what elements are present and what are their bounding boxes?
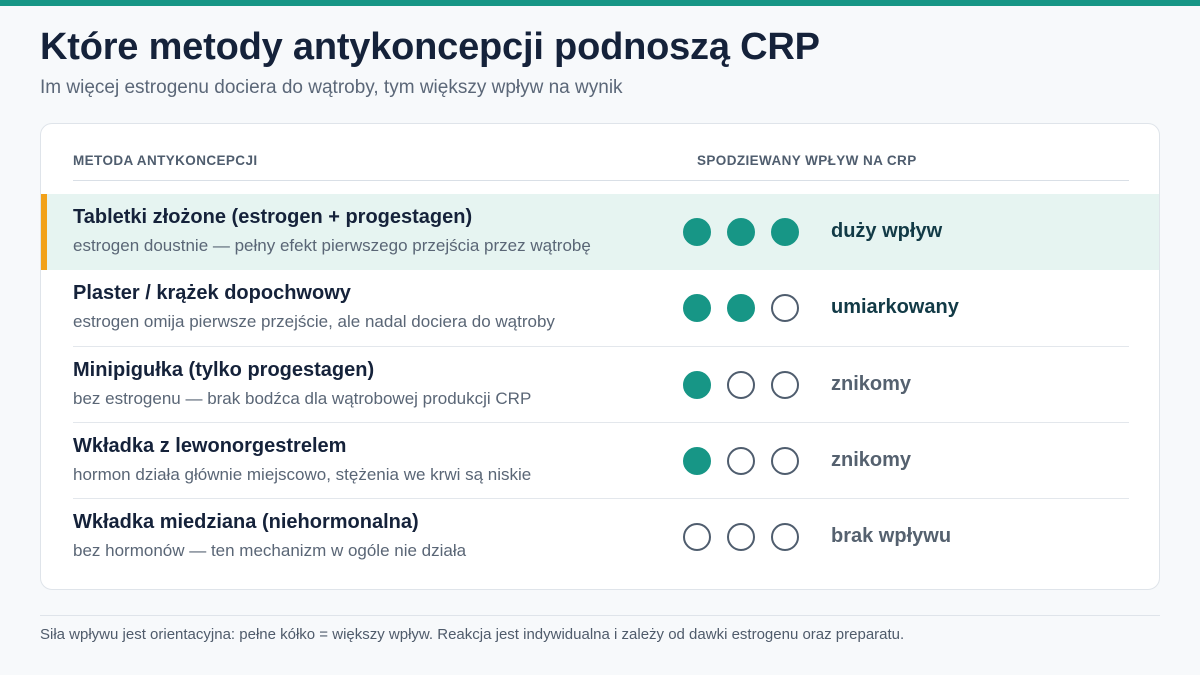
filled-dot-icon <box>683 294 711 322</box>
method-description: estrogen omija pierwsze przejście, ale n… <box>73 312 555 331</box>
impact-rating <box>683 371 799 399</box>
impact-rating <box>683 218 799 246</box>
methods-table-card: METODA ANTYKONCEPCJI SPODZIEWANY WPŁYW N… <box>40 123 1160 590</box>
header-divider <box>73 180 1129 181</box>
empty-dot-icon <box>683 523 711 551</box>
column-header-impact: SPODZIEWANY WPŁYW NA CRP <box>697 153 917 168</box>
page-subtitle: Im więcej estrogenu dociera do wątroby, … <box>40 77 623 98</box>
highlight-marker <box>41 194 47 270</box>
impact-rating <box>683 523 799 551</box>
empty-dot-icon <box>771 523 799 551</box>
table-row: Wkładka z lewonorgestrelem hormon działa… <box>73 422 1129 498</box>
impact-rating <box>683 294 799 322</box>
footnote: Siła wpływu jest orientacyjna: pełne kół… <box>40 626 905 643</box>
page-title: Które metody antykoncepcji podnoszą CRP <box>40 26 820 68</box>
impact-level: duży wpływ <box>831 220 943 242</box>
impact-rating <box>683 447 799 475</box>
filled-dot-icon <box>683 371 711 399</box>
empty-dot-icon <box>771 371 799 399</box>
filled-dot-icon <box>727 218 755 246</box>
table-row: Minipigułka (tylko progestagen) bez estr… <box>73 346 1129 422</box>
method-description: bez hormonów — ten mechanizm w ogóle nie… <box>73 541 467 560</box>
method-name: Tabletki złożone (estrogen + progestagen… <box>73 206 473 228</box>
empty-dot-icon <box>727 371 755 399</box>
impact-level: umiarkowany <box>831 296 959 318</box>
method-name: Plaster / krążek dopochwowy <box>73 282 351 304</box>
empty-dot-icon <box>771 447 799 475</box>
table-row: Tabletki złożone (estrogen + progestagen… <box>41 194 1159 270</box>
method-description: hormon działa głównie miejscowo, stężeni… <box>73 465 532 484</box>
footnote-divider <box>40 615 1160 616</box>
table-row: Wkładka miedziana (niehormonalna) bez ho… <box>73 498 1129 574</box>
method-description: estrogen doustnie — pełny efekt pierwsze… <box>73 236 591 255</box>
table-row: Plaster / krążek dopochwowy estrogen omi… <box>73 270 1129 346</box>
impact-level: znikomy <box>831 449 912 471</box>
empty-dot-icon <box>727 447 755 475</box>
filled-dot-icon <box>683 218 711 246</box>
method-description: bez estrogenu — brak bodźca dla wątrobow… <box>73 389 532 408</box>
impact-level: brak wpływu <box>831 525 952 547</box>
empty-dot-icon <box>727 523 755 551</box>
filled-dot-icon <box>727 294 755 322</box>
column-header-method: METODA ANTYKONCEPCJI <box>73 153 258 168</box>
impact-level: znikomy <box>831 373 912 395</box>
method-name: Wkładka z lewonorgestrelem <box>73 435 347 457</box>
empty-dot-icon <box>771 294 799 322</box>
method-name: Minipigułka (tylko progestagen) <box>73 359 375 381</box>
method-name: Wkładka miedziana (niehormonalna) <box>73 511 419 533</box>
filled-dot-icon <box>683 447 711 475</box>
top-accent-bar <box>0 0 1200 6</box>
filled-dot-icon <box>771 218 799 246</box>
